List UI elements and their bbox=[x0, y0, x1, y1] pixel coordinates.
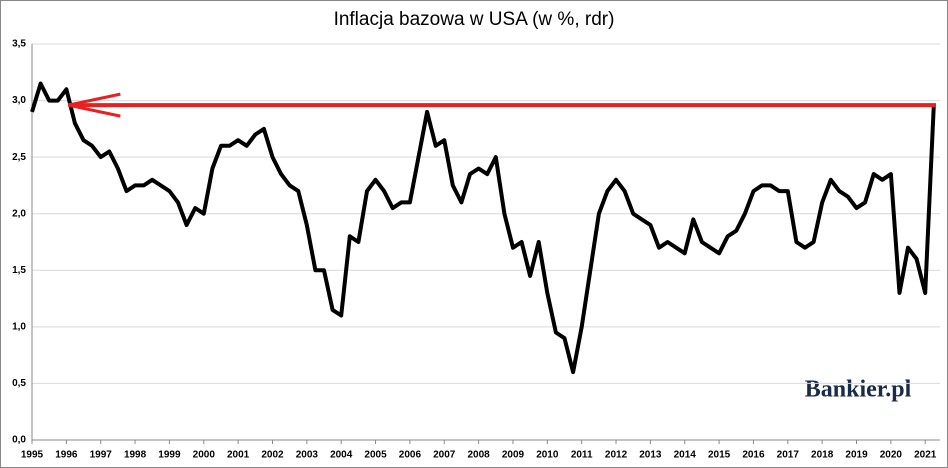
x-tick-label: 2002 bbox=[261, 450, 284, 461]
x-tick-label: 2017 bbox=[777, 450, 800, 461]
y-tick-label: 0,5 bbox=[12, 378, 26, 389]
x-tick-label: 2014 bbox=[674, 450, 697, 461]
chart-title: Inflacja bazowa w USA (w %, rdr) bbox=[334, 9, 615, 30]
x-tick-label: 2000 bbox=[193, 450, 216, 461]
x-tick-label: 2007 bbox=[433, 450, 456, 461]
x-tick-label: 2021 bbox=[914, 450, 937, 461]
x-tick-label: 2008 bbox=[467, 450, 490, 461]
x-tick-label: 1999 bbox=[158, 450, 181, 461]
x-tick-label: 1995 bbox=[21, 450, 44, 461]
y-tick-label: 1,5 bbox=[12, 265, 26, 276]
x-tick-label: 2018 bbox=[811, 450, 834, 461]
y-tick-label: 2,0 bbox=[12, 208, 26, 219]
y-tick-label: 2,5 bbox=[12, 152, 26, 163]
x-tick-label: 2016 bbox=[742, 450, 765, 461]
x-tick-label: 2011 bbox=[571, 450, 593, 461]
y-tick-label: 1,0 bbox=[12, 321, 26, 332]
x-tick-label: 2001 bbox=[227, 450, 250, 461]
x-tick-label: 2013 bbox=[639, 450, 662, 461]
reference-arrow bbox=[68, 92, 121, 118]
x-tick-label: 2020 bbox=[880, 450, 903, 461]
x-tick-label: 1998 bbox=[124, 450, 147, 461]
x-tick-label: 1997 bbox=[90, 450, 113, 461]
x-tick-label: 2015 bbox=[708, 450, 731, 461]
x-tick-label: 2005 bbox=[364, 450, 387, 461]
x-tick-label: 2012 bbox=[605, 450, 628, 461]
x-tick-label: 2019 bbox=[845, 450, 868, 461]
y-tick-label: 3,0 bbox=[12, 95, 26, 106]
x-tick-label: 2003 bbox=[296, 450, 319, 461]
x-tick-label: 1996 bbox=[55, 450, 78, 461]
x-tick-label: 2004 bbox=[330, 450, 353, 461]
x-tick-label: 2009 bbox=[502, 450, 525, 461]
y-tick-label: 0,0 bbox=[12, 435, 26, 446]
x-tick-label: 2010 bbox=[536, 450, 559, 461]
y-tick-label: 3,5 bbox=[12, 39, 26, 50]
x-tick-label: 2006 bbox=[399, 450, 422, 461]
data-line bbox=[30, 81, 936, 375]
logo: Bankier.pl bbox=[805, 377, 912, 403]
